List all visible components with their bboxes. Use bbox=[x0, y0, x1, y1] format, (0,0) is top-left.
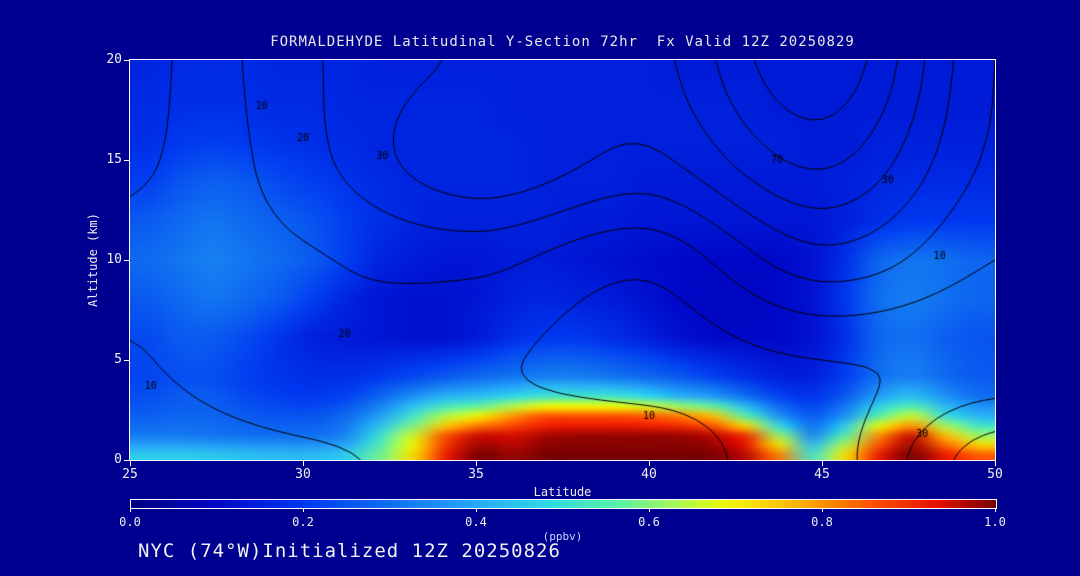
colorbar bbox=[130, 499, 997, 509]
y-tick-label: 5 bbox=[114, 352, 122, 367]
colorbar-tick-label: 0.0 bbox=[119, 515, 141, 529]
colorbar-tick-label: 0.8 bbox=[811, 515, 833, 529]
x-axis-tick bbox=[994, 461, 996, 466]
y-axis-tick bbox=[124, 159, 129, 161]
colorbar-tick-label: 1.0 bbox=[984, 515, 1006, 529]
colorbar-units-label: (ppbv) bbox=[542, 530, 583, 543]
colorbar-tick bbox=[475, 509, 477, 512]
colorbar-tick bbox=[994, 509, 996, 512]
colorbar-tick bbox=[821, 509, 823, 512]
colorbar-tick-label: 0.6 bbox=[638, 515, 660, 529]
ysection-plot-canvas bbox=[130, 60, 995, 460]
x-tick-label: 40 bbox=[641, 467, 657, 482]
colorbar-tick-label: 0.4 bbox=[465, 515, 487, 529]
x-tick-label: 45 bbox=[814, 467, 830, 482]
colorbar-tick bbox=[302, 509, 304, 512]
y-axis-tick bbox=[124, 359, 129, 361]
x-tick-label: 30 bbox=[295, 467, 311, 482]
x-axis-tick bbox=[648, 461, 650, 466]
y-tick-label: 15 bbox=[106, 152, 122, 167]
colorbar-tick-label: 0.2 bbox=[292, 515, 314, 529]
colorbar-tick bbox=[648, 509, 650, 512]
x-axis-tick bbox=[475, 461, 477, 466]
y-axis-tick bbox=[124, 459, 129, 461]
x-tick-label: 25 bbox=[122, 467, 138, 482]
y-axis-tick bbox=[124, 259, 129, 261]
x-axis-tick bbox=[129, 461, 131, 466]
y-tick-label: 20 bbox=[106, 52, 122, 67]
colorbar-tick bbox=[129, 509, 131, 512]
x-axis-label: Latitude bbox=[533, 485, 592, 499]
y-axis-tick bbox=[124, 59, 129, 61]
y-tick-label: 10 bbox=[106, 252, 122, 267]
x-tick-label: 50 bbox=[987, 467, 1003, 482]
x-tick-label: 35 bbox=[468, 467, 484, 482]
y-tick-label: 0 bbox=[114, 452, 122, 467]
x-axis-tick bbox=[302, 461, 304, 466]
footer-text: NYC (74°W)Initialized 12Z 20250826 bbox=[138, 540, 561, 562]
x-axis-tick bbox=[821, 461, 823, 466]
plot-area bbox=[129, 59, 996, 461]
chart-title: FORMALDEHYDE Latitudinal Y-Section 72hr … bbox=[270, 34, 855, 50]
